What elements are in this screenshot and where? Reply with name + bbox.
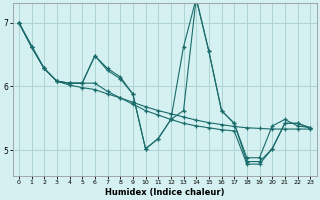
X-axis label: Humidex (Indice chaleur): Humidex (Indice chaleur)	[105, 188, 224, 197]
